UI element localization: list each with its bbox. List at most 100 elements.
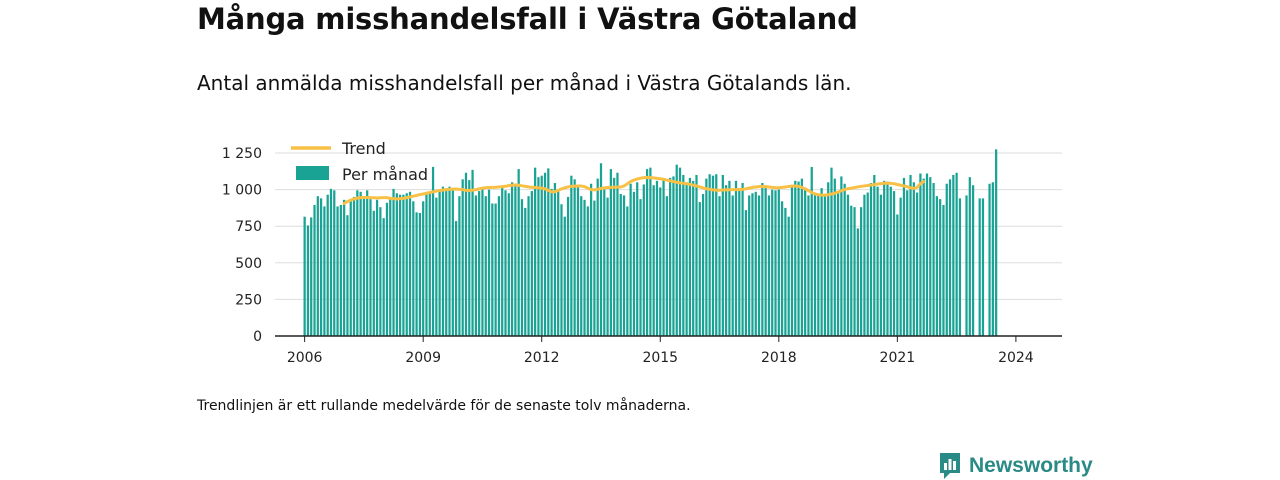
bar [896,214,899,336]
bar [329,188,333,336]
bar [915,192,919,336]
bar [408,191,412,336]
bar [899,197,902,336]
bar [649,167,652,336]
bar [517,169,520,336]
bar [576,186,580,336]
bar [395,193,398,336]
bar [790,185,794,336]
bar [850,205,853,336]
bar [510,182,514,336]
bar [817,194,820,336]
chart-subtitle: Antal anmälda misshandelsfall per månad … [197,71,852,95]
bar [527,196,530,336]
y-tick-label: 500 [235,256,262,272]
bar [754,191,757,336]
bar [616,172,619,336]
bar [823,195,827,336]
bar [968,177,971,336]
bar [771,189,774,336]
bar [636,182,639,336]
bar [606,197,609,336]
bar [372,210,375,336]
bar [863,194,866,336]
x-tick-label: 2015 [642,350,678,366]
bar [698,202,701,336]
bar [678,167,682,336]
bar [560,204,563,336]
bar [932,183,935,336]
bar [343,199,346,336]
bar [415,212,418,336]
y-tick-label: 250 [235,292,262,308]
bar [632,191,636,336]
bar [310,217,313,336]
bar [813,193,817,336]
bar [860,207,863,336]
bar [425,192,428,336]
bar [524,207,527,336]
bar [346,215,349,336]
x-tick-label: 2018 [761,350,797,366]
bar [869,183,873,336]
bar [692,180,695,336]
brand-name: Newsworthy [969,453,1093,477]
bar [399,194,402,336]
bar [458,196,461,336]
bar [988,183,991,336]
x-tick-label: 2012 [524,350,560,366]
bar [883,180,886,336]
bar [757,195,761,336]
bar [659,187,662,336]
bar [711,175,715,336]
bar [942,204,945,336]
bar [774,190,777,336]
bar [389,196,392,336]
bar [728,180,731,336]
bar [428,193,431,336]
bar [652,185,655,336]
footnote: Trendlinjen är ett rullande medelvärde f… [197,398,691,414]
x-tick-label: 2009 [405,350,441,366]
bar [929,177,932,336]
bar [366,190,369,336]
bar [909,174,912,336]
bar [583,199,586,336]
bar [794,180,797,336]
bar [375,199,379,336]
y-tick-label: 0 [253,329,262,345]
bar [810,166,813,336]
bar [441,186,445,336]
bar [563,216,566,336]
bar [603,189,606,336]
bar [725,185,728,336]
bar [830,167,833,336]
bar [853,207,856,336]
bar [675,164,678,336]
bar [619,193,622,336]
chart-title: Många misshandelsfall i Västra Götaland [197,2,858,36]
bar [435,197,438,336]
bar [352,196,356,336]
bar [642,184,645,336]
bar [471,169,474,336]
bar [856,228,859,336]
y-tick-label: 1 250 [222,146,262,162]
bar [454,221,458,336]
bar [438,189,441,336]
bar [800,178,803,336]
bar [695,174,698,336]
bar [445,191,448,336]
bar [362,196,366,336]
bar [504,190,507,336]
bar [481,188,484,336]
bar [596,178,599,336]
bar [431,166,435,336]
bar [672,176,675,336]
bar [333,190,336,336]
bar [840,176,843,336]
bar [543,172,547,336]
bar [922,178,925,336]
bar [590,183,593,336]
bar [507,193,510,336]
